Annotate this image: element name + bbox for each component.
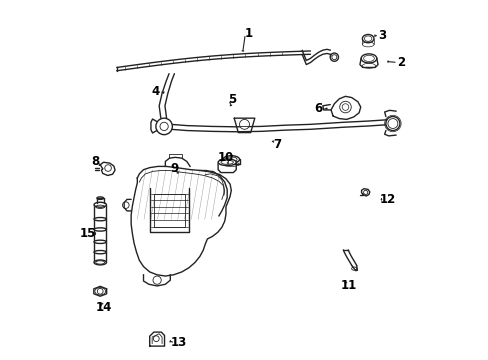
Text: 14: 14	[95, 301, 111, 314]
Ellipse shape	[94, 228, 106, 231]
Ellipse shape	[94, 240, 106, 243]
Text: 3: 3	[378, 29, 386, 42]
Circle shape	[339, 101, 350, 113]
Text: 2: 2	[396, 56, 405, 69]
Circle shape	[239, 120, 249, 129]
Text: 8: 8	[91, 155, 99, 168]
Ellipse shape	[94, 260, 106, 265]
Text: 4: 4	[151, 85, 160, 98]
Ellipse shape	[385, 117, 399, 131]
Ellipse shape	[94, 251, 106, 254]
Text: 1: 1	[244, 27, 252, 40]
Ellipse shape	[94, 217, 106, 221]
Text: 7: 7	[273, 139, 281, 152]
Text: 12: 12	[379, 193, 395, 206]
Text: 9: 9	[170, 162, 178, 175]
Ellipse shape	[94, 202, 106, 207]
Text: 6: 6	[314, 102, 322, 115]
Text: 11: 11	[340, 279, 357, 292]
Text: 10: 10	[217, 151, 234, 164]
Text: 15: 15	[80, 227, 96, 240]
Ellipse shape	[223, 156, 239, 163]
Circle shape	[156, 118, 172, 135]
Text: 13: 13	[170, 336, 186, 349]
Text: 5: 5	[227, 93, 236, 106]
Ellipse shape	[218, 159, 236, 166]
